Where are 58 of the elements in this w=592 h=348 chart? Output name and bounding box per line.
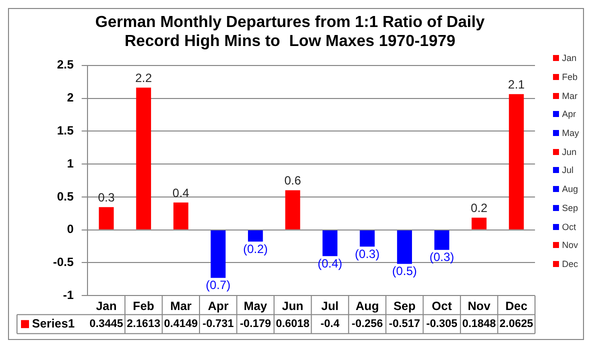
x-tick-label: Dec <box>505 299 528 314</box>
category-label: Nov <box>562 240 578 250</box>
annotation: (0.3) <box>429 250 454 264</box>
x-tick-label: Sep <box>394 299 416 314</box>
data-label: 0.6018 <box>276 318 310 330</box>
x-tick-label: May <box>244 299 268 314</box>
y-tick-label: -0.5 <box>52 255 74 270</box>
legend-label: Series1 <box>32 316 76 330</box>
category-label: Oct <box>562 222 576 232</box>
category-label: Jun <box>562 146 577 157</box>
x-tick-label: Mar <box>170 299 192 314</box>
data-label: 0.3445 <box>89 318 124 330</box>
category-label: Jul <box>562 165 574 176</box>
data-label: -0.517 <box>388 318 420 330</box>
category-label: Sep <box>562 202 578 213</box>
data-label: 0.4149 <box>164 318 198 330</box>
annotation: 0.2 <box>470 200 488 215</box>
data-label: -0.256 <box>352 318 383 330</box>
y-tick-label: 0.5 <box>56 189 74 204</box>
category-label: Mar <box>562 90 578 101</box>
x-tick-label: Apr <box>208 299 229 314</box>
category-label: Feb <box>562 72 578 82</box>
chart-title: German Monthly Departures from 1:1 Ratio of Daily Record High Mins to Low Maxes 1970-1979 <box>95 14 485 50</box>
data-label: -0.4 <box>320 318 340 330</box>
y-tick-label: 2.5 <box>56 58 74 72</box>
category-label: Dec <box>562 258 578 269</box>
annotation: (0.5) <box>392 264 417 278</box>
y-tick-label: 1 <box>66 156 74 170</box>
annotation: 0.3 <box>98 190 115 204</box>
category-label: Apr <box>562 109 576 120</box>
annotation: 2.2 <box>135 70 152 85</box>
category-label: May <box>562 128 580 138</box>
x-tick-label: Nov <box>468 299 491 314</box>
category-label: Aug <box>562 184 578 194</box>
data-label: -0.731 <box>202 318 234 330</box>
annotation: 0.4 <box>172 186 190 200</box>
y-tick-label: 2 <box>66 90 74 105</box>
annotation: (0.2) <box>243 242 268 256</box>
data-label: 0.1848 <box>462 318 496 330</box>
annotation: (0.3) <box>354 246 380 261</box>
y-tick-label: 0 <box>66 222 74 236</box>
x-tick-label: Feb <box>132 299 154 314</box>
annotation: (0.4) <box>318 256 342 270</box>
y-tick-label: 1.5 <box>56 123 74 138</box>
data-label: 2.0625 <box>500 318 534 330</box>
data-label: -0.179 <box>240 318 272 330</box>
category-label: Jan <box>562 53 577 64</box>
data-label: -0.305 <box>426 318 458 330</box>
annotation: 2.1 <box>508 77 526 92</box>
annotation: (0.7) <box>206 278 230 292</box>
x-tick-label: Oct <box>432 299 452 314</box>
annotation: 0.6 <box>284 174 302 188</box>
data-label: 2.1613 <box>126 318 160 330</box>
x-tick-label: Jun <box>282 299 304 314</box>
x-tick-label: Jul <box>321 299 339 314</box>
y-tick-label: -1 <box>63 288 74 302</box>
x-tick-label: Aug <box>356 299 379 314</box>
x-tick-label: Jan <box>96 299 117 314</box>
